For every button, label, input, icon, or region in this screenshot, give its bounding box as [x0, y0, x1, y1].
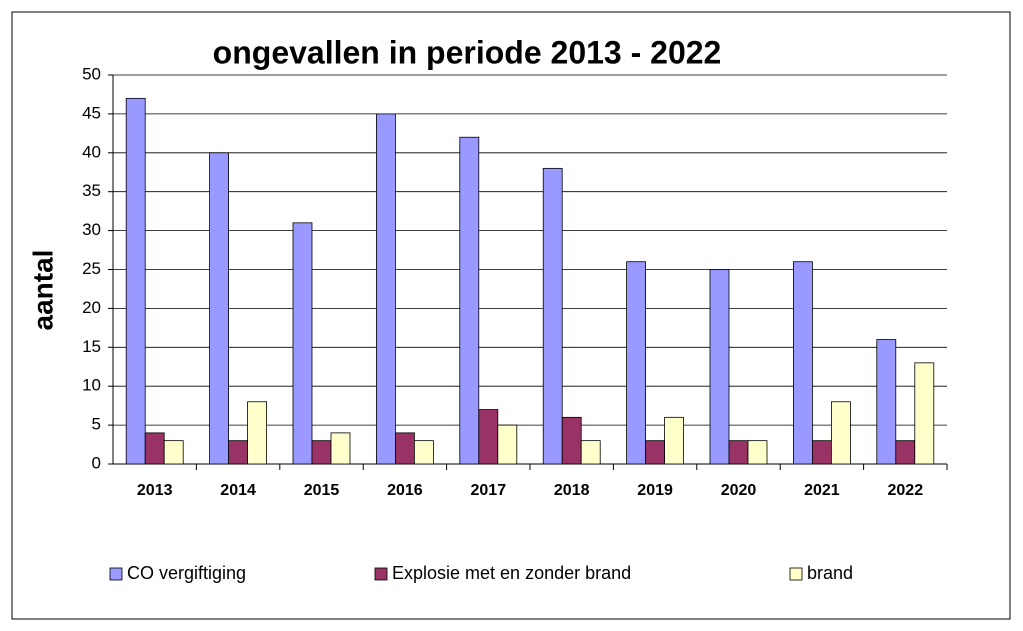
bar — [247, 401, 268, 465]
bar — [728, 440, 749, 465]
bar — [812, 440, 832, 465]
bar — [125, 97, 146, 465]
x-tick-label: 2014 — [220, 482, 256, 499]
y-tick-label: 50 — [82, 64, 101, 83]
bar — [831, 401, 851, 465]
bar — [394, 432, 415, 465]
x-tick-label: 2021 — [804, 482, 840, 499]
bar — [626, 261, 646, 465]
legend-swatch — [109, 567, 123, 581]
bar — [459, 136, 480, 465]
y-tick-label: 20 — [82, 298, 101, 317]
x-tick-label: 2013 — [137, 482, 173, 499]
x-tick-label: 2020 — [721, 482, 757, 499]
y-tick-label: 15 — [82, 337, 101, 356]
bar — [580, 440, 601, 465]
chart-title: ongevallen in periode 2013 - 2022 — [213, 34, 722, 70]
bar — [292, 222, 313, 465]
bar — [228, 440, 249, 465]
y-tick-label: 10 — [82, 376, 101, 395]
y-tick-label: 35 — [82, 181, 101, 200]
bar — [311, 440, 332, 465]
bar — [876, 339, 897, 465]
x-tick-label: 2018 — [554, 482, 590, 499]
y-tick-label: 25 — [82, 259, 101, 278]
bar — [664, 416, 684, 465]
legend-label: CO vergiftiging — [127, 563, 246, 583]
x-tick-label: 2022 — [888, 482, 924, 499]
y-tick-label: 0 — [92, 453, 101, 472]
bar — [163, 440, 184, 465]
x-tick-label: 2019 — [637, 482, 673, 499]
bar — [561, 416, 582, 465]
bar — [542, 167, 563, 465]
bar — [478, 409, 499, 465]
y-tick-label: 30 — [82, 220, 101, 239]
bar — [895, 440, 916, 465]
x-tick-label: 2016 — [387, 482, 423, 499]
x-tick-label: 2015 — [304, 482, 340, 499]
bar — [747, 440, 768, 465]
bar — [209, 152, 230, 465]
bar — [645, 440, 665, 465]
bar — [330, 432, 351, 465]
bar — [709, 269, 730, 465]
legend-swatch — [374, 567, 388, 581]
x-tick-label: 2017 — [471, 482, 507, 499]
y-axis-label: aantal — [27, 250, 58, 331]
y-tick-label: 45 — [82, 103, 101, 122]
legend-label: brand — [807, 563, 853, 583]
y-tick-label: 40 — [82, 142, 101, 161]
bar — [144, 432, 165, 465]
bar — [793, 261, 813, 465]
legend-swatch — [789, 567, 803, 581]
bar — [413, 440, 434, 465]
y-tick-label: 5 — [92, 415, 101, 434]
bar — [497, 424, 518, 465]
chart-frame — [11, 11, 1011, 620]
bar — [914, 362, 935, 465]
legend-label: Explosie met en zonder brand — [392, 563, 631, 583]
bar — [375, 113, 396, 465]
